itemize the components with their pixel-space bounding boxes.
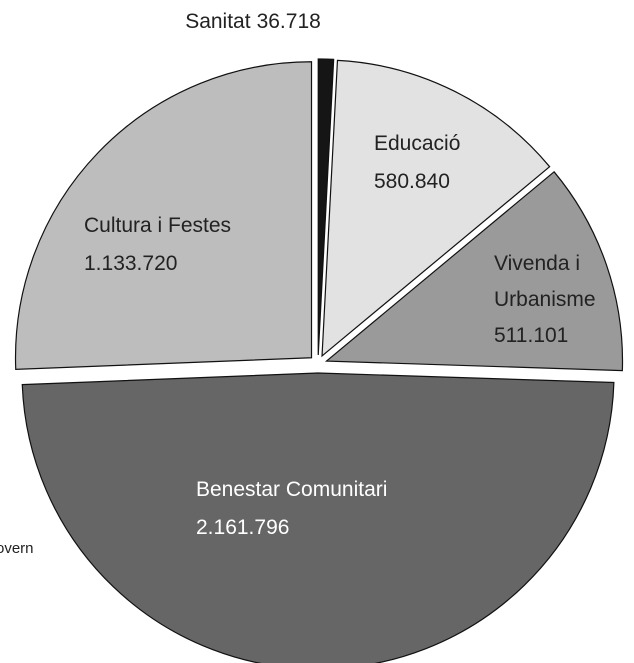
category-label: Sanitat [185, 10, 251, 33]
pie-slice [321, 59, 551, 358]
slice-labels: Sanitat 36.718 Educació 580.840 Vivenda i Ur… [84, 10, 596, 539]
pie-slice [14, 61, 313, 371]
value-label: 36.718 [257, 10, 321, 33]
pie-slice [21, 372, 615, 663]
category-label: Benestar Comunitari [196, 478, 387, 501]
value-label: 511.101 [494, 324, 568, 347]
value-label: 580.840 [374, 170, 450, 193]
value-label: 2.161.796 [196, 516, 289, 539]
value-label: 1.133.720 [84, 252, 177, 275]
annotation: overn [0, 540, 34, 557]
category-label: Vivenda i Urbanisme [494, 252, 596, 311]
pie [14, 58, 624, 663]
pie-slice [317, 58, 335, 356]
category-label: Educació [374, 132, 460, 155]
category-label: Cultura i Festes [84, 214, 231, 237]
slice-label: Sanitat 36.718 [185, 10, 321, 33]
pie-slice [324, 170, 624, 372]
